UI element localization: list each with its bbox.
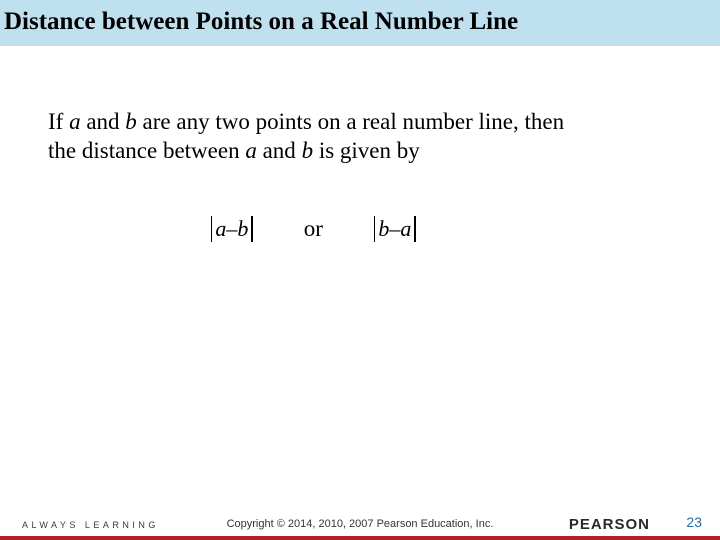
abs-bar-icon xyxy=(211,216,212,242)
abs-bar-icon xyxy=(251,216,252,242)
abs-bar-icon xyxy=(414,216,415,242)
or-text: or xyxy=(296,216,331,242)
pearson-logo: PEARSON xyxy=(569,516,650,533)
abs-b-minus-a: b – a xyxy=(371,216,419,242)
text-fragment: and xyxy=(81,109,126,134)
title-bar: Distance between Points on a Real Number… xyxy=(0,0,720,46)
abs-a-minus-b: a – b xyxy=(208,216,256,242)
minus-sign: – xyxy=(226,216,237,242)
body-paragraph: If a and b are any two points on a real … xyxy=(48,108,672,166)
text-fragment: the distance between xyxy=(48,138,245,163)
content-area: If a and b are any two points on a real … xyxy=(0,46,720,242)
variable-b: b xyxy=(125,109,137,134)
footer-strip xyxy=(0,536,720,540)
variable-a: a xyxy=(215,216,226,242)
slide-title: Distance between Points on a Real Number… xyxy=(4,8,716,36)
text-fragment: If xyxy=(48,109,69,134)
variable-b: b xyxy=(302,138,314,163)
variable-a: a xyxy=(245,138,257,163)
footer: ALWAYS LEARNING Copyright © 2014, 2010, … xyxy=(0,510,720,540)
page-number: 23 xyxy=(686,514,702,530)
minus-sign: – xyxy=(389,216,400,242)
formula-row: a – b or b – a xyxy=(48,216,672,242)
variable-b: b xyxy=(237,216,248,242)
variable-a: a xyxy=(400,216,411,242)
text-fragment: is given by xyxy=(313,138,420,163)
text-fragment: are any two points on a real number line… xyxy=(137,109,564,134)
variable-a: a xyxy=(69,109,81,134)
text-fragment: and xyxy=(257,138,302,163)
variable-b: b xyxy=(378,216,389,242)
abs-bar-icon xyxy=(374,216,375,242)
